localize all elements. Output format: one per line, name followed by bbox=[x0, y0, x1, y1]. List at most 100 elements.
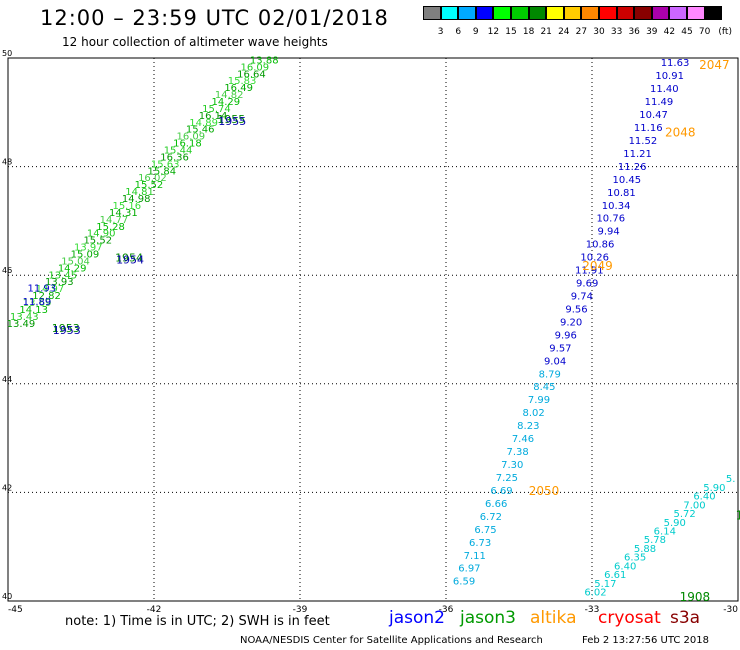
wave-height-label: 5.90 bbox=[703, 483, 725, 494]
color-scale-label: 27 bbox=[575, 27, 588, 37]
color-scale-label: 3 bbox=[437, 27, 444, 37]
wave-height-label: 8.45 bbox=[533, 382, 555, 393]
map-frame bbox=[7, 57, 739, 602]
credit-text: NOAA/NESDIS Center for Satellite Applica… bbox=[240, 635, 543, 646]
longitude-label: -39 bbox=[293, 605, 308, 615]
legend-cryosat: cryosat bbox=[598, 608, 661, 628]
wave-height-label: 14.77 bbox=[100, 215, 129, 226]
wave-height-label: 16.64 bbox=[237, 69, 266, 80]
legend-jason3: jason3 bbox=[460, 608, 516, 628]
wave-height-label: 14.82 bbox=[215, 90, 244, 101]
wave-height-label: 16.09 bbox=[241, 62, 270, 73]
longitude-label: -42 bbox=[147, 605, 162, 615]
wave-height-label: 13.97 bbox=[74, 243, 103, 254]
pass-time-label: 2050 bbox=[529, 484, 560, 498]
wave-height-label: 9.69 bbox=[576, 279, 598, 290]
wave-height-label: 16.18 bbox=[173, 139, 202, 150]
wave-height-label: 15.52 bbox=[83, 236, 112, 247]
color-swatch bbox=[511, 6, 529, 20]
color-scale-label: 9 bbox=[472, 27, 479, 37]
wave-height-label: 14.31 bbox=[109, 208, 138, 219]
color-swatch bbox=[599, 6, 617, 20]
wave-height-label: 14.89 bbox=[189, 118, 218, 129]
wave-height-label: 13.93 bbox=[45, 277, 74, 288]
axis-tick-labels: -45 -42 -39 -36 -33 -30 50 48 46 44 42 40 bbox=[2, 49, 738, 615]
pass-time-label: 1953 bbox=[52, 322, 80, 335]
wave-height-label: 14.13 bbox=[19, 305, 48, 316]
color-scale-label: 21 bbox=[540, 27, 552, 37]
wave-height-label: 6.72 bbox=[480, 512, 502, 523]
color-swatch bbox=[493, 6, 511, 20]
wave-height-label: 15.84 bbox=[147, 166, 176, 177]
latitude-label: 42 bbox=[2, 483, 12, 492]
wave-height-label: 6.59 bbox=[453, 577, 475, 588]
wave-height-label: 12.82 bbox=[32, 291, 61, 302]
wave-height-label: 14.90 bbox=[87, 229, 116, 240]
color-swatch bbox=[616, 6, 635, 20]
wave-height-label: 16.36 bbox=[160, 152, 189, 163]
color-swatch bbox=[651, 6, 670, 20]
pass-time-label: 1908 bbox=[680, 590, 711, 604]
color-scale-label: 6 bbox=[455, 27, 462, 37]
wave-height-label: 7.38 bbox=[506, 447, 528, 458]
wave-height-label: 15.44 bbox=[164, 146, 193, 157]
wave-height-label: 5. bbox=[726, 474, 736, 485]
wave-height-label: 9.74 bbox=[571, 291, 593, 302]
color-swatch bbox=[475, 6, 494, 20]
wave-height-label: 10.91 bbox=[655, 71, 684, 82]
pass-time-label: 1953 bbox=[53, 324, 81, 337]
wave-height-label: 13.43 bbox=[10, 312, 39, 323]
wave-height-label: 11.52 bbox=[629, 136, 658, 147]
color-swatch bbox=[581, 6, 599, 20]
wave-height-label: 11.63 bbox=[661, 58, 690, 69]
longitude-label: -30 bbox=[723, 605, 738, 615]
wave-height-label: 15.83 bbox=[228, 76, 257, 87]
wave-height-label: 11.26 bbox=[618, 162, 647, 173]
color-scale-label: 30 bbox=[593, 27, 605, 37]
wave-height-label: 9.94 bbox=[597, 227, 619, 238]
page-subtitle: 12 hour collection of altimeter wave hei… bbox=[62, 35, 328, 49]
wave-height-label: 15.63 bbox=[151, 159, 180, 170]
color-scale-label: 12 bbox=[487, 27, 500, 37]
color-scale-label: 24 bbox=[558, 27, 570, 37]
wave-height-label: 7.11 bbox=[464, 551, 486, 562]
wave-height-label: 5.88 bbox=[634, 544, 656, 555]
latitude-label: 44 bbox=[2, 375, 12, 384]
latitude-label: 40 bbox=[2, 592, 12, 601]
pass-time-label: 2047 bbox=[699, 58, 730, 72]
longitude-label: -45 bbox=[8, 605, 23, 615]
wave-height-label: 10.47 bbox=[639, 110, 668, 121]
pass-time-label: 19 bbox=[736, 509, 740, 523]
wave-height-label: 11.16 bbox=[634, 123, 663, 134]
wave-height-label: 14.97 bbox=[36, 284, 65, 295]
wave-height-label: 9.57 bbox=[549, 343, 571, 354]
wave-height-label: 5.90 bbox=[664, 518, 686, 529]
legend-jason2: jason2 bbox=[389, 608, 445, 628]
wave-height-label: 13.88 bbox=[250, 55, 279, 66]
wave-height-label: 6.75 bbox=[474, 525, 496, 536]
wave-height-label: 8.23 bbox=[517, 421, 539, 432]
latitude-label: 46 bbox=[2, 266, 12, 275]
legend-s3a: s3a bbox=[670, 608, 701, 628]
wave-height-label: 7.30 bbox=[501, 460, 523, 471]
legend-altika: altika bbox=[530, 608, 577, 628]
wave-height-label: 15.52 bbox=[135, 180, 164, 191]
wave-height-label: 8.79 bbox=[539, 369, 561, 380]
wave-height-label: 11.91 bbox=[575, 266, 604, 277]
wave-height-label: 15.16 bbox=[112, 201, 141, 212]
color-swatch bbox=[528, 6, 547, 20]
color-swatch bbox=[687, 6, 705, 20]
color-scale-label: 45 bbox=[681, 27, 693, 37]
color-swatch bbox=[704, 6, 723, 20]
latitude-label: 48 bbox=[2, 158, 12, 167]
wave-height-label: 5.17 bbox=[594, 579, 616, 590]
wave-height-label: 6.40 bbox=[693, 492, 715, 503]
wave-height-label: 11.21 bbox=[623, 149, 652, 160]
wave-height-label: 16.09 bbox=[176, 132, 205, 143]
wave-height-label: 5.78 bbox=[644, 535, 666, 546]
wave-height-label: 10.86 bbox=[586, 240, 615, 251]
wave-height-label: 10.76 bbox=[596, 214, 625, 225]
wave-height-label: 13.49 bbox=[7, 319, 36, 330]
wave-height-label: 16.49 bbox=[224, 83, 253, 94]
wave-height-label: 15.04 bbox=[61, 256, 90, 267]
